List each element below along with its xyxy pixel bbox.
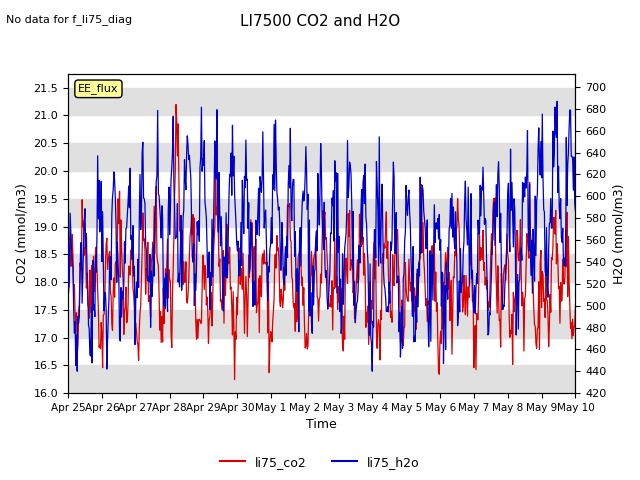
Text: EE_flux: EE_flux — [78, 84, 118, 94]
Bar — [68, 254, 575, 282]
Text: LI7500 CO2 and H2O: LI7500 CO2 and H2O — [240, 14, 400, 29]
Bar — [68, 365, 575, 393]
Bar — [68, 88, 575, 116]
Y-axis label: CO2 (mmol/m3): CO2 (mmol/m3) — [15, 183, 28, 283]
Text: No data for f_li75_diag: No data for f_li75_diag — [6, 14, 132, 25]
Bar — [68, 310, 575, 337]
X-axis label: Time: Time — [307, 419, 337, 432]
Bar — [68, 199, 575, 227]
Legend: li75_co2, li75_h2o: li75_co2, li75_h2o — [215, 451, 425, 474]
Y-axis label: H2O (mmol/m3): H2O (mmol/m3) — [612, 183, 625, 284]
Bar — [68, 143, 575, 171]
